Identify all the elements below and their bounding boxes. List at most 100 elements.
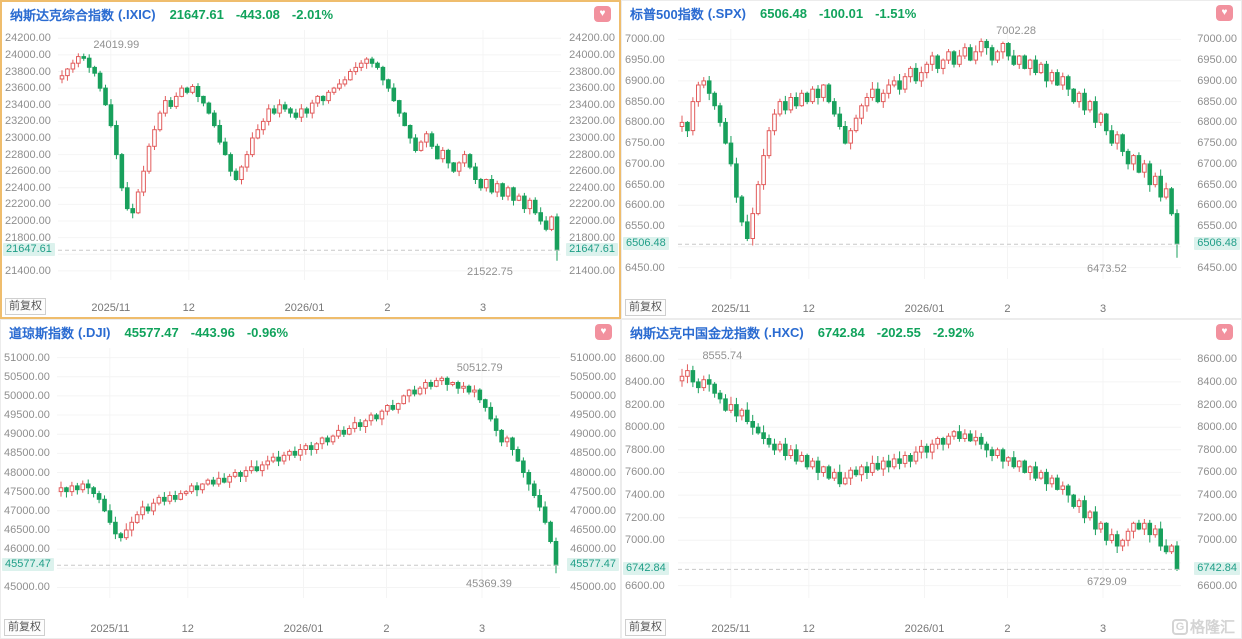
gelonghui-logo-icon: G — [1171, 618, 1188, 635]
candle-body — [123, 529, 129, 539]
candle-body — [712, 383, 717, 394]
candlestick-chart[interactable]: 前复权 G 格隆汇 8600.00 8600.00 8400.00 8400.00 820… — [622, 342, 1241, 638]
candle-body — [1006, 457, 1011, 462]
candle-body — [184, 87, 190, 93]
candle-body — [108, 104, 114, 127]
y-axis-label: 8000.00 — [1197, 421, 1237, 434]
adjust-mode-button[interactable]: 前复权 — [625, 299, 666, 316]
candlestick-chart[interactable]: 前复权 51000.00 51000.00 50500.00 50500.00 5000… — [1, 342, 620, 638]
candle-body — [375, 62, 380, 68]
candle-body — [761, 432, 766, 440]
y-axis-label: 6600.00 — [625, 199, 665, 212]
candle-body — [864, 466, 870, 474]
candle-body — [706, 80, 712, 94]
candle-body — [1000, 43, 1006, 53]
candle-body — [739, 196, 745, 223]
candle-body — [1125, 150, 1131, 165]
candle-body — [940, 438, 946, 445]
y-axis-label: 6650.00 — [1197, 178, 1237, 191]
candle-body — [772, 443, 777, 451]
adjust-mode-button[interactable]: 前复权 — [625, 619, 666, 636]
x-axis-label: 2025/11 — [711, 303, 751, 315]
chart-header: 标普500指数 (.SPX) 6506.48 -100.01 -1.51% ♥ — [622, 1, 1241, 23]
candle-body — [326, 91, 331, 102]
candle-body — [499, 429, 504, 443]
candlestick-chart[interactable]: 前复权 24200.00 24200.00 24000.00 24000.00 2380… — [2, 24, 619, 317]
y-axis-label: 22400.00 — [569, 181, 615, 194]
candle-body — [250, 137, 255, 156]
high-annotation: 7002.28 — [996, 25, 1036, 37]
candle-body — [1022, 55, 1027, 69]
candle-body — [1000, 449, 1006, 462]
candle-body — [178, 493, 183, 500]
candle-body — [1169, 545, 1174, 553]
index-name[interactable]: 道琼斯指数 — [9, 325, 75, 341]
candle-body — [908, 455, 913, 462]
y-axis-label: 6900.00 — [1197, 74, 1237, 87]
y-axis-label: 51000.00 — [4, 351, 50, 364]
adjust-mode-button[interactable]: 前复权 — [5, 298, 46, 315]
candle-body — [919, 445, 924, 453]
candle-body — [685, 121, 690, 132]
candle-body — [1109, 130, 1115, 144]
candle-body — [412, 389, 417, 395]
candle-body — [531, 483, 537, 496]
candle-body — [717, 392, 723, 400]
y-axis-label: 8400.00 — [1197, 375, 1237, 388]
candle-body — [957, 431, 962, 439]
candle-body — [304, 108, 310, 114]
price-change: -202.55 — [876, 324, 921, 340]
candle-body — [538, 212, 543, 222]
y-axis-label: 47000.00 — [570, 504, 616, 517]
y-axis-label: 6950.00 — [625, 54, 665, 67]
adjust-mode-button[interactable]: 前复权 — [4, 619, 45, 636]
y-axis-label: 8200.00 — [1197, 398, 1237, 411]
index-name[interactable]: 纳斯达克中国金龙指数 — [630, 325, 761, 341]
candle-body — [870, 462, 875, 473]
candle-body — [325, 437, 330, 443]
candle-body — [456, 162, 462, 172]
candle-body — [929, 443, 935, 453]
y-axis-label: 8000.00 — [625, 421, 665, 434]
candlestick-series[interactable] — [58, 24, 561, 298]
y-axis-label: 6700.00 — [1197, 157, 1237, 170]
candle-body — [205, 479, 211, 485]
candle-body — [390, 405, 396, 410]
y-axis-label: 6600.00 — [1197, 199, 1237, 212]
candle-body — [358, 62, 364, 68]
y-axis-label: 7200.00 — [625, 511, 665, 524]
index-name[interactable]: 标普500指数 — [630, 6, 704, 22]
candle-body — [1011, 55, 1017, 65]
index-name[interactable]: 纳斯达克综合指数 — [10, 7, 115, 23]
favorite-button[interactable]: ♥ — [1216, 5, 1233, 21]
candle-body — [1131, 155, 1136, 165]
candlestick-series[interactable] — [678, 23, 1181, 297]
candle-body — [1142, 522, 1147, 530]
candle-body — [423, 382, 428, 389]
y-axis-label: 47500.00 — [4, 485, 50, 498]
favorite-button[interactable]: ♥ — [1216, 324, 1233, 340]
favorite-button[interactable]: ♥ — [595, 324, 612, 340]
y-axis-label: 7800.00 — [1197, 443, 1237, 456]
candle-body — [1152, 528, 1158, 536]
candle-body — [129, 521, 135, 531]
candle-body — [135, 191, 141, 214]
y-axis-label: 50500.00 — [4, 370, 50, 383]
candle-body — [368, 414, 374, 422]
candle-body — [553, 541, 559, 566]
candle-body — [298, 449, 303, 456]
favorite-button[interactable]: ♥ — [594, 6, 611, 22]
candle-body — [706, 379, 712, 385]
candle-body — [989, 47, 995, 61]
y-axis-label: 7600.00 — [1197, 466, 1237, 479]
candlestick-series[interactable] — [57, 342, 560, 616]
y-axis-label: 23600.00 — [5, 82, 51, 95]
y-axis-label: 23800.00 — [569, 65, 615, 78]
candle-body — [962, 433, 968, 439]
x-axis-label: 12 — [802, 623, 815, 635]
candlestick-series[interactable] — [678, 342, 1181, 616]
candlestick-chart[interactable]: 前复权 7000.00 7000.00 6950.00 6950.00 6900.00 6… — [622, 23, 1241, 318]
y-axis-label: 7200.00 — [1197, 511, 1237, 524]
candle-body — [167, 495, 173, 502]
